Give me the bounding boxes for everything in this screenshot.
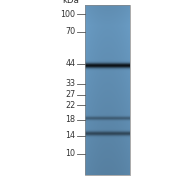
Text: 18: 18 bbox=[66, 115, 76, 124]
Text: kDa: kDa bbox=[62, 0, 79, 5]
Text: 100: 100 bbox=[61, 10, 76, 19]
Text: 27: 27 bbox=[65, 90, 76, 99]
Text: 14: 14 bbox=[66, 131, 76, 140]
Bar bbox=[85, 5, 130, 175]
Text: 22: 22 bbox=[65, 101, 76, 110]
Text: 44: 44 bbox=[66, 59, 76, 68]
Text: 70: 70 bbox=[66, 27, 76, 36]
Text: 33: 33 bbox=[66, 79, 76, 88]
Text: 10: 10 bbox=[66, 149, 76, 158]
